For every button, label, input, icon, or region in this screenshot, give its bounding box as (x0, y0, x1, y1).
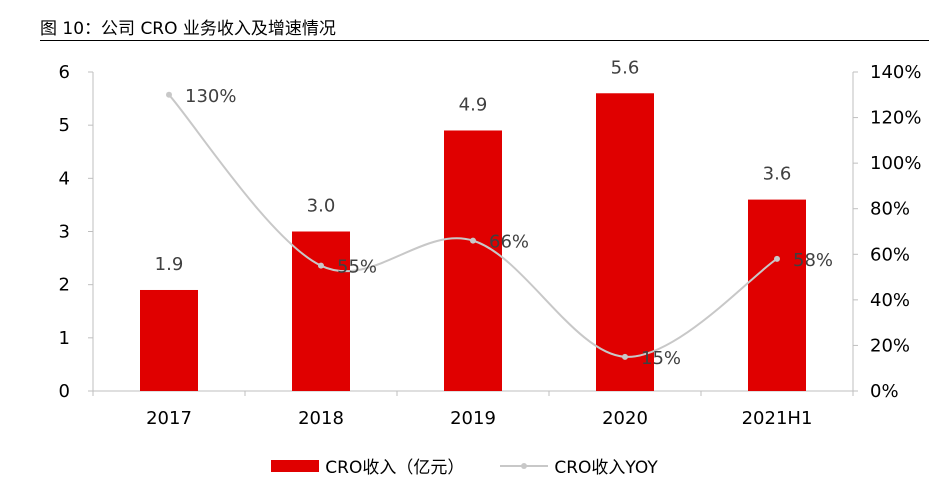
line-data-label: 130% (185, 86, 236, 107)
y-right-tick-label: 140% (870, 62, 921, 83)
bar (140, 289, 198, 391)
line-series (166, 91, 780, 360)
line-data-label: 58% (793, 250, 833, 271)
y-right-tick-label: 60% (870, 244, 910, 265)
data-labels: 1.9 3.0 4.9 5.6 3.6 130% 55% 66% 15% 58% (155, 57, 833, 369)
line-data-label: 55% (337, 257, 377, 278)
legend-bar-swatch (271, 459, 320, 472)
y-left-tick-label: 3 (59, 222, 70, 243)
y-left-tick-label: 1 (59, 328, 70, 349)
legend: CRO收入（亿元） CRO收入YOY (0, 453, 929, 478)
y-right-tick-label: 120% (870, 108, 921, 129)
title-divider (40, 40, 929, 41)
legend-item-revenue: CRO收入（亿元） (271, 453, 464, 478)
figure-title: 图 10：公司 CRO 业务收入及增速情况 (40, 19, 336, 39)
line-data-label: 66% (489, 232, 529, 253)
bar (748, 199, 806, 391)
y-right-tick-label: 80% (870, 199, 910, 220)
y-right-tick-label: 20% (870, 335, 910, 356)
y-right-tick-label: 100% (870, 153, 921, 174)
bar-data-label: 4.9 (459, 94, 488, 115)
x-tick-label: 2018 (298, 408, 344, 429)
bar-data-label: 1.9 (155, 254, 184, 275)
legend-item-yoy: CRO收入YOY (500, 453, 658, 478)
x-tick-label: 2020 (602, 408, 648, 429)
bar (292, 231, 350, 391)
line-data-label: 15% (641, 348, 681, 369)
x-tick-label: 2017 (146, 408, 192, 429)
bar-data-label: 3.0 (307, 196, 336, 217)
legend-label-yoy: CRO收入YOY (554, 458, 658, 478)
y-right-tick-label: 40% (870, 290, 910, 311)
bar-series (140, 93, 806, 392)
line-point (774, 255, 780, 262)
y-left-tick-label: 4 (59, 168, 70, 189)
bar (444, 130, 502, 391)
bar (596, 93, 654, 392)
y-left-tick-label: 6 (59, 62, 70, 83)
legend-label-revenue: CRO收入（亿元） (325, 458, 465, 478)
line-point (470, 237, 476, 244)
y-left-tick-label: 5 (59, 115, 70, 136)
bar-data-label: 3.6 (763, 164, 792, 185)
y-left-tick-label: 0 (59, 381, 70, 402)
y-right-tick-label: 0% (870, 381, 899, 402)
legend-line-swatch (500, 460, 549, 472)
line-point (166, 91, 172, 98)
line-point (622, 353, 628, 360)
x-tick-label: 2021H1 (742, 408, 813, 429)
y-left-tick-label: 2 (59, 275, 70, 296)
line-point (318, 262, 324, 269)
x-tick-label: 2019 (450, 408, 496, 429)
bar-data-label: 5.6 (611, 57, 640, 78)
